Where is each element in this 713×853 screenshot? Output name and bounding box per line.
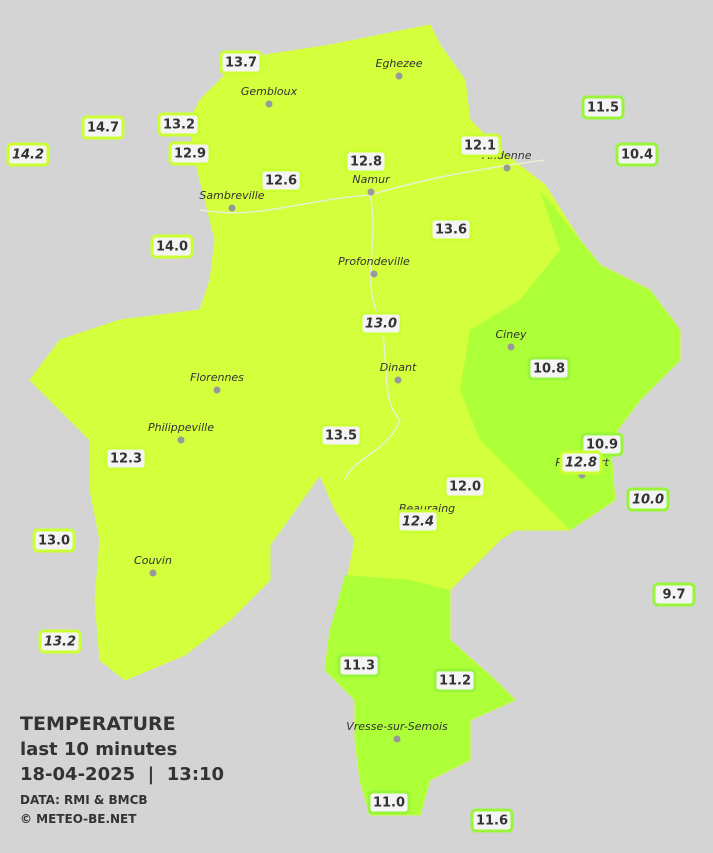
station-value: 10.9	[586, 438, 618, 453]
station-value: 9.7	[662, 588, 685, 603]
station-box	[6, 142, 50, 167]
station-value: 13.2	[163, 118, 195, 133]
legend-credit: DATA: RMI & BMCB	[20, 793, 148, 807]
station-value: 12.8	[565, 456, 597, 471]
station-value: 12.0	[449, 480, 481, 495]
cool-zone	[325, 575, 515, 815]
place-dot	[213, 386, 221, 394]
station-value: 13.6	[435, 223, 467, 238]
station-value: 12.6	[265, 174, 297, 189]
station-box	[559, 450, 603, 475]
legend-subtitle: last 10 minutes	[20, 739, 177, 760]
station-box	[458, 133, 502, 158]
station-value: 12.4	[402, 515, 434, 530]
place-dot	[149, 569, 157, 577]
station-value: 11.3	[343, 659, 375, 674]
station-box	[470, 808, 514, 833]
place-dot	[367, 188, 375, 196]
place-dot	[228, 204, 236, 212]
station-box	[150, 234, 194, 259]
station-value: 10.8	[533, 362, 565, 377]
station-box	[359, 311, 403, 336]
station-box	[337, 653, 381, 678]
station-value: 12.9	[174, 147, 206, 162]
station-box	[652, 582, 696, 607]
station-box	[396, 509, 440, 534]
station-value: 13.2	[44, 635, 76, 650]
station-value: 13.5	[325, 429, 357, 444]
station-box	[32, 528, 76, 553]
station-value: 12.8	[350, 155, 382, 170]
place-name: Sambreville	[199, 189, 264, 202]
station-box	[626, 487, 670, 512]
place-dot	[370, 270, 378, 278]
station-box	[219, 50, 263, 75]
station-value: 11.6	[476, 814, 508, 829]
station-value: 11.0	[373, 796, 405, 811]
station-box	[527, 356, 571, 381]
place-name: Eghezee	[376, 57, 423, 70]
station-value: 14.0	[156, 240, 188, 255]
station-box	[81, 115, 125, 140]
station-value: 11.2	[439, 674, 471, 689]
station-value: 10.0	[632, 493, 664, 508]
legend-datetime: 18-04-2025 | 13:10	[20, 764, 224, 785]
station-value: 13.7	[225, 56, 257, 71]
place-dot	[503, 164, 511, 172]
station-value: 13.0	[38, 534, 70, 549]
station-value: 12.3	[110, 452, 142, 467]
place-dot	[177, 436, 185, 444]
station-box	[429, 217, 473, 242]
station-box	[443, 474, 487, 499]
place-dot	[393, 735, 401, 743]
place-name: Gembloux	[241, 85, 298, 98]
station-box	[38, 629, 82, 654]
place-name: Philippeville	[148, 421, 214, 434]
place-name: Ciney	[496, 328, 527, 341]
legend-credit: © METEO-BE.NET	[20, 812, 137, 826]
station-value: 14.2	[12, 148, 44, 163]
place-name: Couvin	[134, 554, 172, 567]
place-dot	[395, 72, 403, 80]
place-dot	[265, 100, 273, 108]
station-box	[168, 141, 212, 166]
station-value: 14.7	[87, 121, 119, 136]
place-name: Namur	[352, 173, 391, 186]
station-value: 13.0	[365, 317, 397, 332]
place-name: Florennes	[190, 371, 244, 384]
station-box	[367, 790, 411, 815]
place-name: Vresse-sur-Semois	[346, 720, 448, 733]
station-value: 10.4	[621, 148, 653, 163]
station-box	[157, 112, 201, 137]
station-value: 12.1	[464, 139, 496, 154]
place-dot	[507, 343, 515, 351]
station-box	[259, 168, 303, 193]
place-name: Dinant	[380, 361, 417, 374]
station-box	[581, 95, 625, 120]
legend-title: TEMPERATURE	[20, 713, 176, 735]
station-box	[319, 423, 363, 448]
station-box	[433, 668, 477, 693]
place-dot	[394, 376, 402, 384]
station-box	[104, 446, 148, 471]
station-value: 11.5	[587, 101, 619, 116]
place-name: Profondeville	[338, 255, 410, 268]
station-box	[615, 142, 659, 167]
station-box	[344, 149, 388, 174]
